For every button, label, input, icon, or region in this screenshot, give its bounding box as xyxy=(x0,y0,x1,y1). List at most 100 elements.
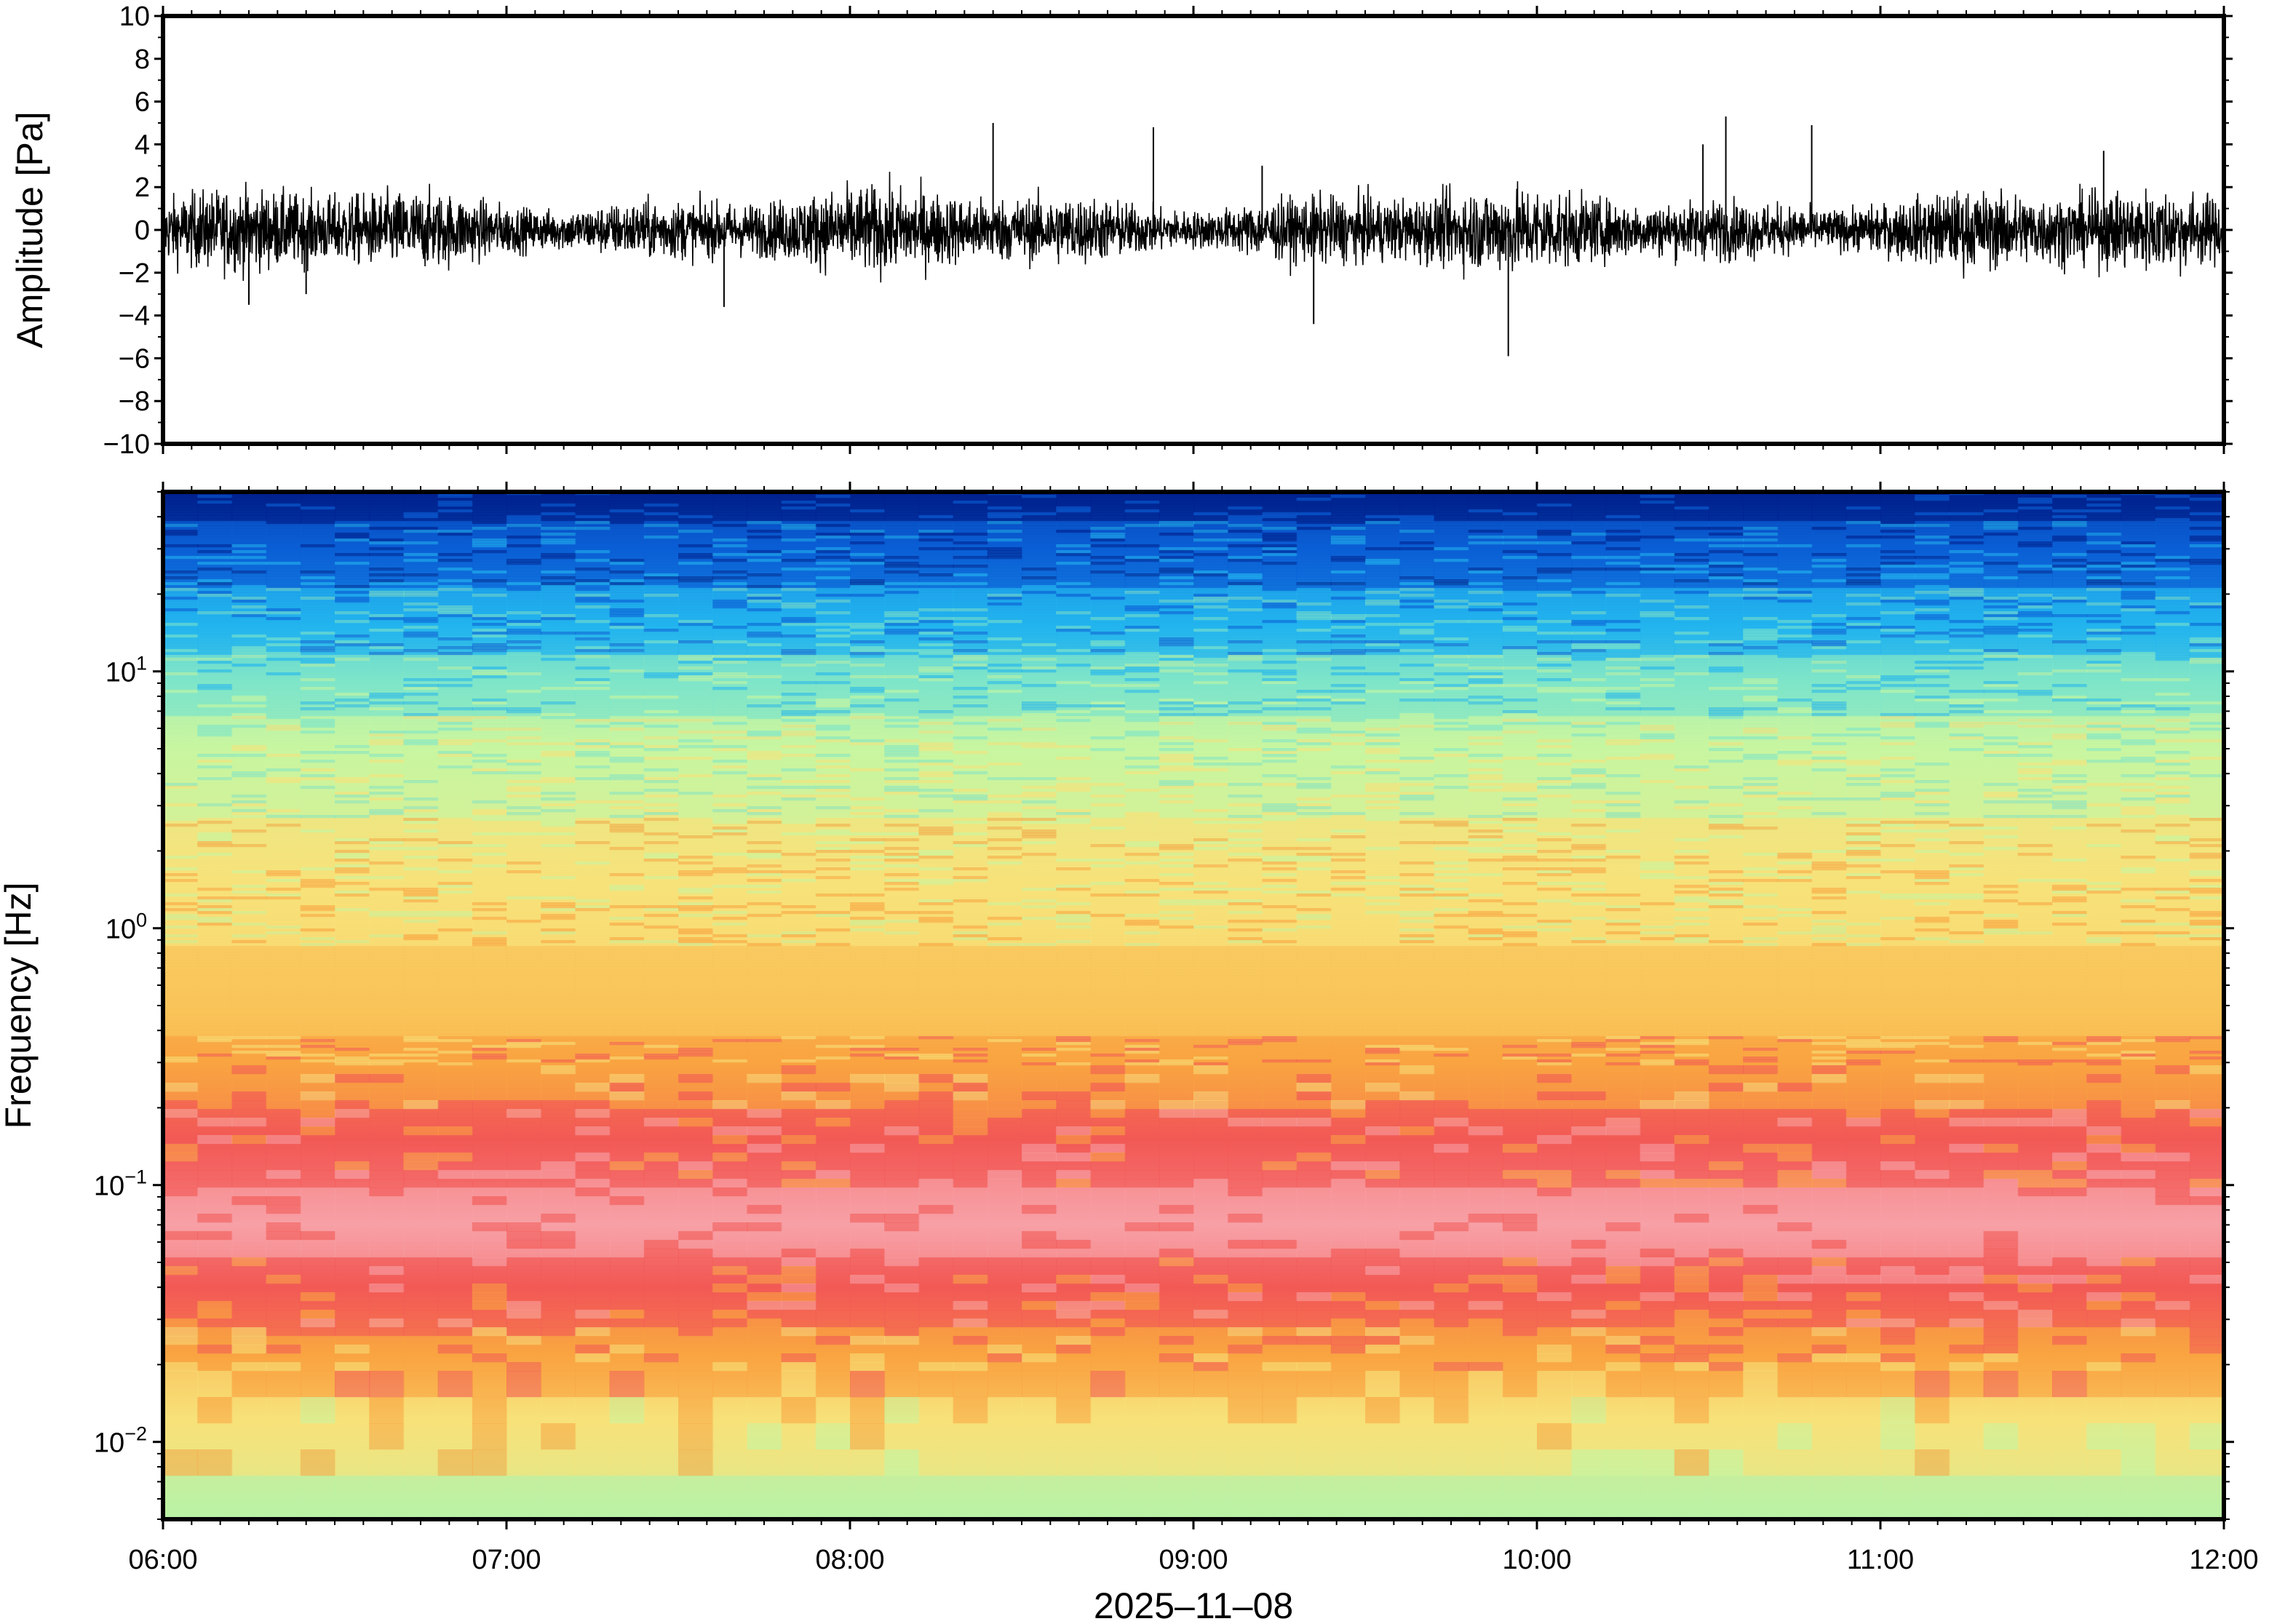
spectrogram-cell xyxy=(231,573,267,577)
spectrogram-cell xyxy=(231,815,267,819)
spectrogram-cell xyxy=(197,1083,233,1092)
spectrogram-cell xyxy=(781,1083,816,1092)
spectrogram-cell xyxy=(712,832,748,836)
spectrogram-cell xyxy=(678,515,714,519)
spectrogram-cell xyxy=(506,859,542,862)
spectrogram-cell xyxy=(197,812,233,816)
spectrogram-cell xyxy=(643,841,679,845)
spectrogram-cell xyxy=(335,821,370,824)
spectrogram-cell xyxy=(747,827,782,830)
spectrogram-cell xyxy=(231,1039,267,1043)
spectrogram-cell xyxy=(266,1027,301,1031)
spectrogram-cell xyxy=(300,611,335,615)
spectrogram-cell xyxy=(575,600,611,603)
spectrogram-cell xyxy=(300,803,335,807)
spectrogram-cell xyxy=(575,550,611,554)
spectrogram-cell xyxy=(712,1179,748,1188)
spectrogram-cell xyxy=(747,1318,782,1328)
spectrogram-cell xyxy=(541,1013,576,1016)
spectrogram-cell xyxy=(266,893,301,897)
spectrogram-cell xyxy=(575,1240,611,1249)
spectrogram-cell xyxy=(197,867,233,871)
spectrogram-cell xyxy=(163,602,199,606)
spectrogram-cell xyxy=(506,696,542,699)
spectrogram-cell xyxy=(643,588,679,592)
spectrogram-cell xyxy=(437,943,473,947)
spectrogram-cell xyxy=(163,568,199,571)
spectrogram-cell xyxy=(541,861,576,865)
spectrogram-cell xyxy=(369,917,405,920)
spectrogram-cell xyxy=(541,541,576,545)
spectrogram-cell xyxy=(747,1153,782,1162)
spectrogram-cell xyxy=(335,1310,370,1319)
spectrogram-cell xyxy=(541,710,576,714)
spectrogram-cell xyxy=(231,1048,267,1051)
spectrogram-cell xyxy=(472,1231,507,1241)
spectrogram-cell xyxy=(678,832,714,836)
spectrogram-cell xyxy=(369,821,405,824)
spectrogram-cell xyxy=(815,701,851,705)
spectrogram-cell xyxy=(712,1231,748,1241)
spectrogram-cell xyxy=(609,1001,645,1005)
spectrogram-cell xyxy=(781,1153,816,1162)
spectrogram-cell xyxy=(335,573,370,577)
spectrogram-cell xyxy=(472,553,507,557)
spectrogram-cell xyxy=(643,847,679,851)
spectrogram-cell xyxy=(678,661,714,664)
spectrogram-cell xyxy=(403,690,439,693)
spectrogram-cell xyxy=(815,864,851,868)
spectrogram-cell xyxy=(163,576,199,580)
spectrogram-cell xyxy=(300,1062,335,1066)
spectrogram-cell xyxy=(197,1397,233,1424)
spectrogram-cell xyxy=(231,501,267,504)
spectrogram-cell xyxy=(472,856,507,859)
spectrogram-cell xyxy=(678,760,714,763)
spectrogram-cell xyxy=(300,937,335,941)
spectrogram-cell xyxy=(747,1449,782,1476)
spectrogram-cell xyxy=(403,687,439,690)
spectrogram-cell xyxy=(300,835,335,839)
spectrogram-cell xyxy=(163,611,199,615)
spectrogram-cell xyxy=(815,885,851,888)
spectrogram-cell xyxy=(712,786,748,789)
spectrogram-cell xyxy=(197,1091,233,1101)
spectrogram-cell xyxy=(369,495,405,498)
spectrogram-cell xyxy=(815,632,851,635)
spectrogram-cell xyxy=(575,544,611,548)
spectrogram-cell xyxy=(369,646,405,650)
spectrogram-cell xyxy=(541,1062,576,1066)
spectrogram-cell xyxy=(335,1502,370,1519)
spectrogram-cell xyxy=(781,987,816,990)
spectrogram-cell xyxy=(231,975,267,979)
spectrogram-cell xyxy=(266,940,301,944)
spectrogram-cell xyxy=(472,754,507,757)
spectrogram-cell xyxy=(506,879,542,883)
spectrogram-cell xyxy=(575,911,611,915)
spectrogram-cell xyxy=(197,1179,233,1188)
spectrogram-cell xyxy=(163,1118,199,1127)
spectrogram-cell xyxy=(403,1502,439,1519)
spectrogram-cell xyxy=(678,1001,714,1005)
spectrogram-cell xyxy=(266,829,301,833)
spectrogram-cell xyxy=(197,498,233,501)
spectrogram-cell xyxy=(369,1024,405,1028)
spectrogram-cell xyxy=(266,1292,301,1302)
spectrogram-cell xyxy=(678,879,714,883)
spectrogram-cell xyxy=(541,1091,576,1101)
spectrogram-cell xyxy=(163,666,199,670)
spectrogram-cell xyxy=(266,806,301,810)
spectrogram-cell xyxy=(575,533,611,536)
spectrogram-cell xyxy=(643,541,679,545)
spectrogram-cell xyxy=(335,893,370,897)
spectrogram-cell xyxy=(541,984,576,987)
spectrogram-cell xyxy=(506,713,542,717)
spectrogram-cell xyxy=(163,853,199,856)
spectrogram-cell xyxy=(197,620,233,624)
spectrogram-cell xyxy=(369,582,405,586)
spectrogram-cell xyxy=(300,882,335,885)
spectrogram-cell xyxy=(335,955,370,958)
spectrogram-cell xyxy=(472,614,507,618)
spectrogram-cell xyxy=(541,1083,576,1092)
spectrogram-cell xyxy=(437,576,473,580)
spectrogram-cell xyxy=(712,958,748,961)
